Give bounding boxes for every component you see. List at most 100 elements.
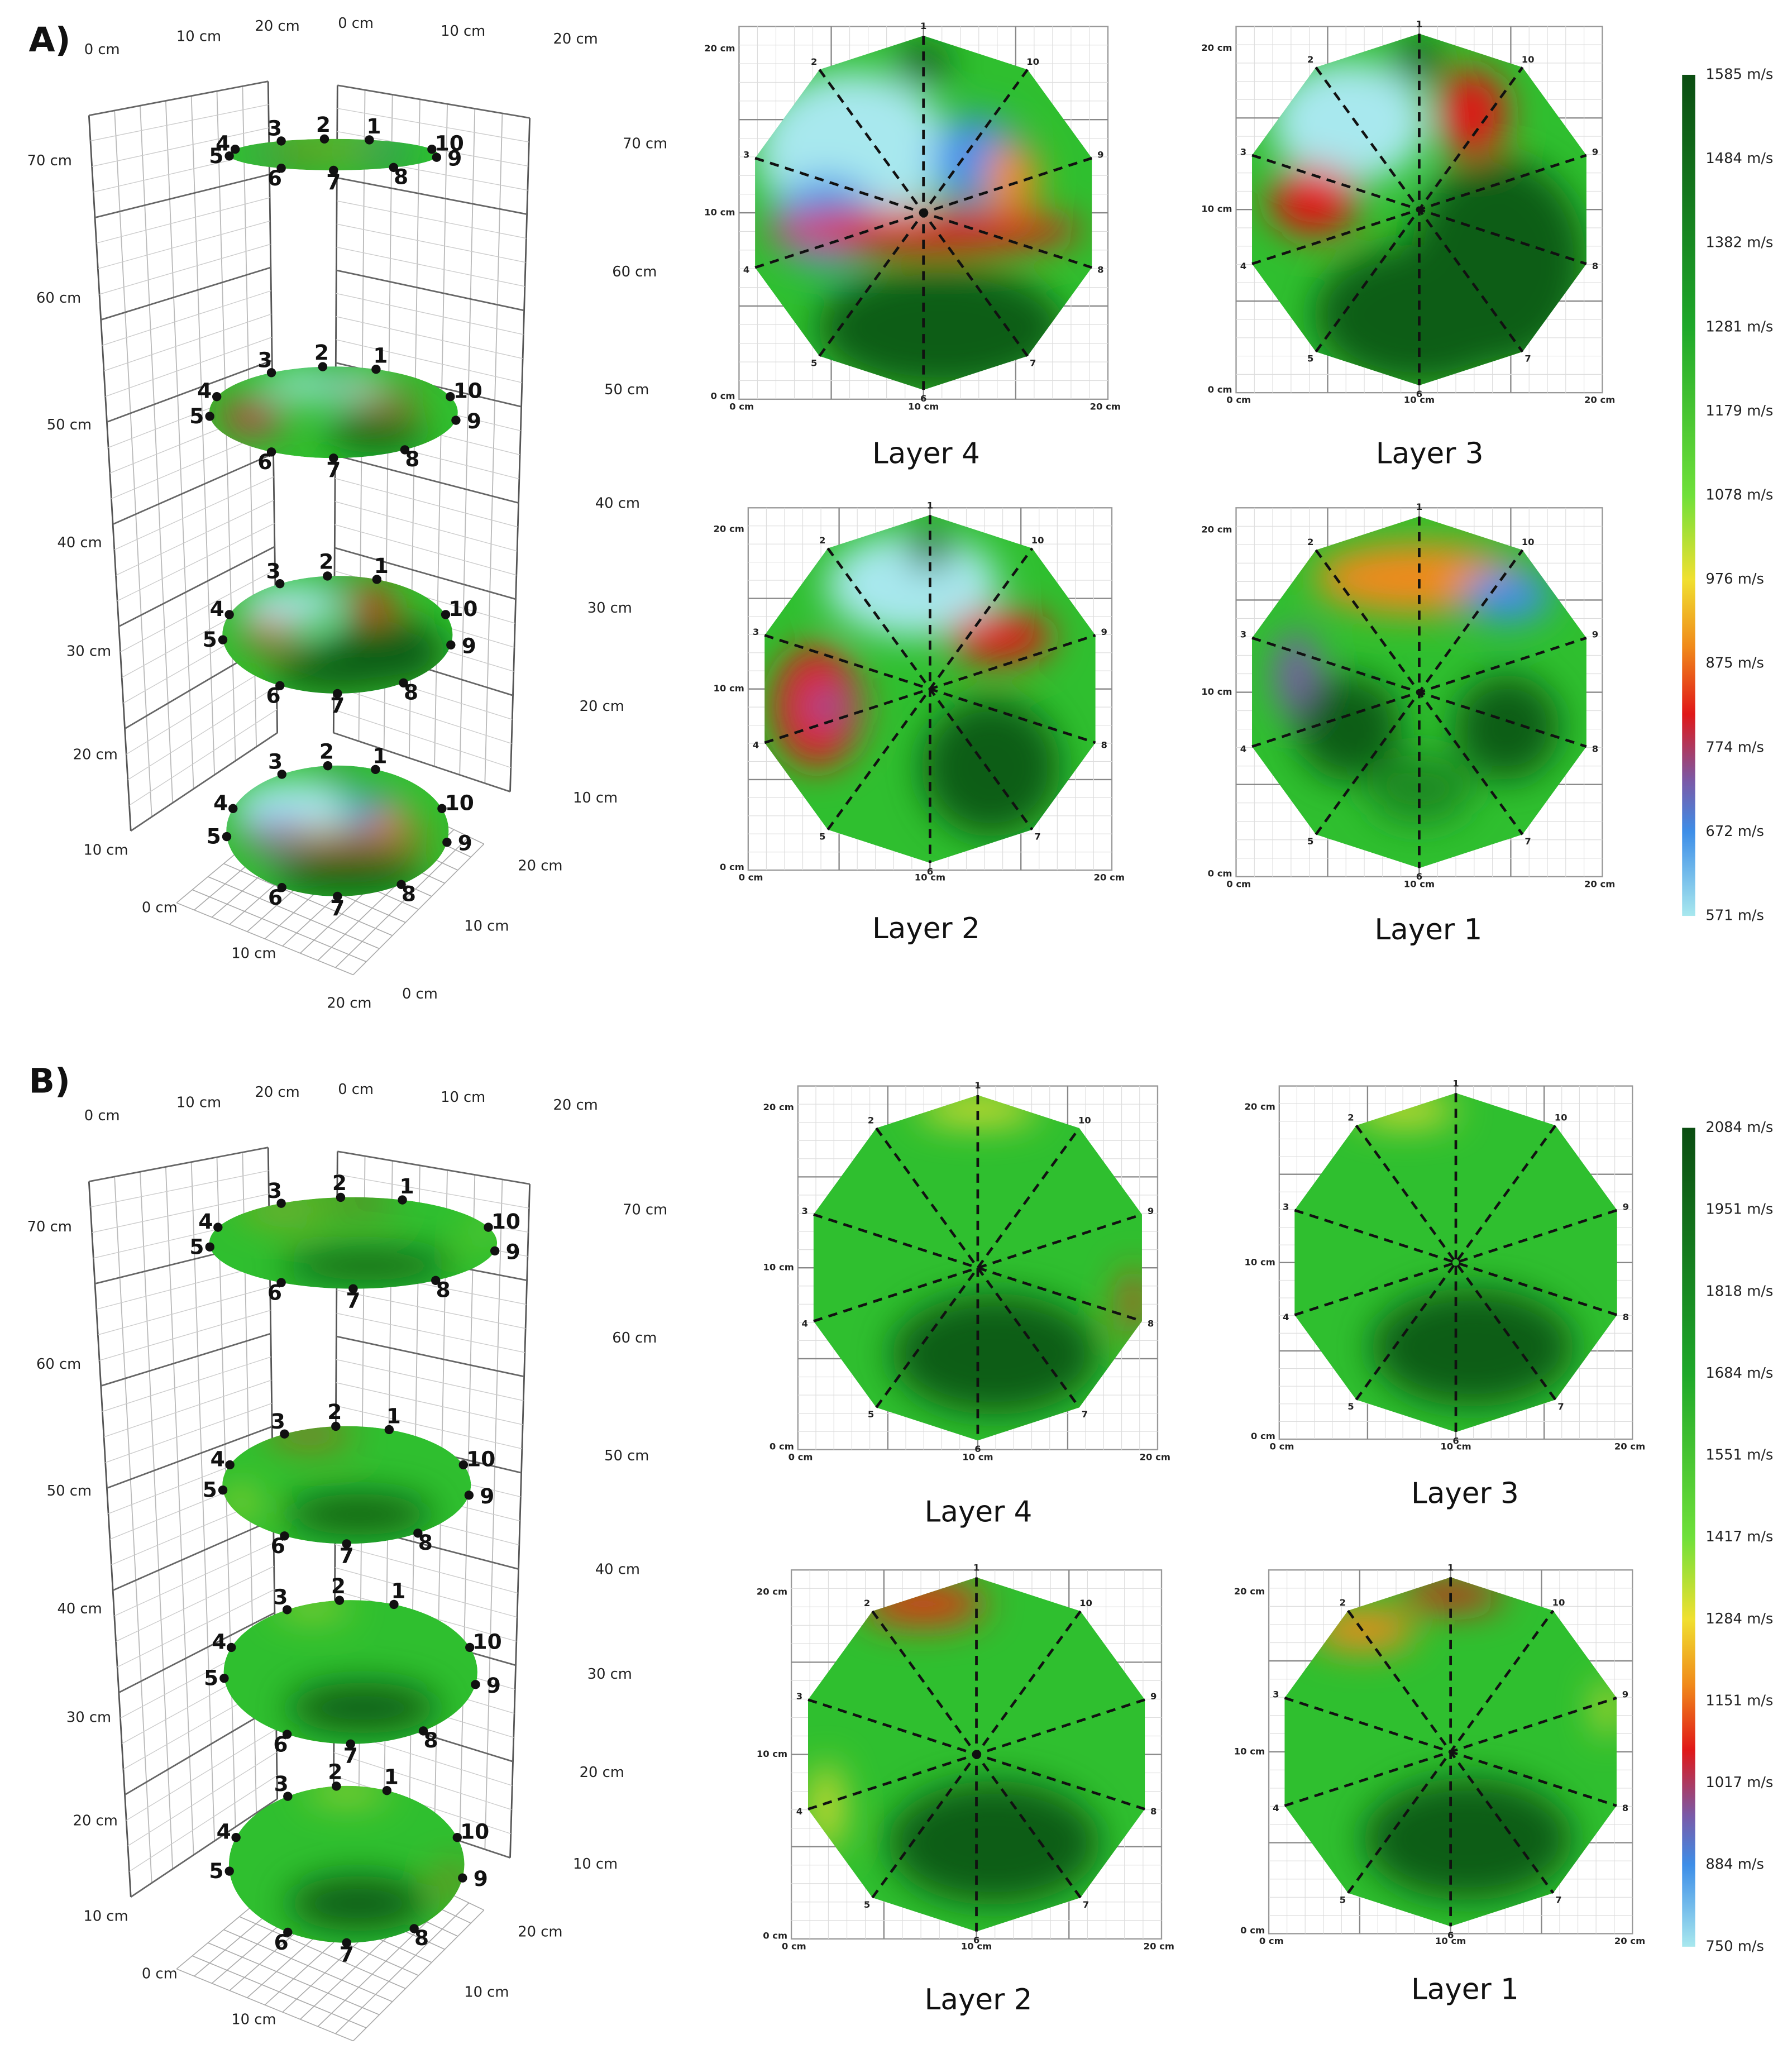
height-label: 60 cm (612, 1330, 657, 1346)
tomo-sensor: 5 (1307, 836, 1313, 847)
tomo-axis: 20 cm (1584, 878, 1615, 889)
wall-grid (129, 709, 278, 806)
layer-title: Layer 1 (1374, 913, 1482, 947)
tomo-sensor: 1 (1452, 1078, 1459, 1088)
disc-blob (346, 391, 421, 405)
axis-label: 10 cm (464, 1984, 509, 2000)
tomo-axis: 10 cm (1234, 1746, 1265, 1756)
wall-grid (127, 686, 277, 780)
sensor-label: 8 (423, 1728, 438, 1752)
tomo-blob (1313, 245, 1525, 386)
tomo-axis: 0 cm (711, 391, 735, 402)
wall-grid (337, 1150, 530, 1185)
wall-grid (334, 501, 518, 552)
sensor-label: 10 (445, 790, 474, 815)
sensor-label: 10 (491, 1209, 520, 1234)
tomo-ray (818, 69, 1029, 357)
sensor-label: 2 (316, 112, 331, 137)
wall-grid (334, 477, 518, 528)
sensor-dot (382, 1786, 392, 1795)
tomo-sensor: 9 (1622, 1689, 1628, 1700)
tomo-sensor: 1 (974, 1080, 981, 1091)
tomo-ray (1315, 66, 1524, 353)
tomo-axis: 10 cm (714, 683, 744, 694)
sensor-dot (441, 610, 451, 619)
tomo-sensor: 10 (1078, 1115, 1091, 1125)
tomo-sensor: 6 (927, 866, 933, 877)
height-label: 40 cm (595, 495, 640, 512)
tomo-axis: 10 cm (915, 872, 945, 883)
colorbar (1682, 74, 1695, 916)
layer-title: Layer 3 (1376, 437, 1484, 471)
sensor-label: 9 (458, 831, 472, 856)
tomo-axis: 0 cm (1226, 878, 1251, 889)
tomo-sensor: 8 (1622, 1803, 1628, 1813)
sensor-label: 3 (266, 558, 281, 583)
tomo-axis: 0 cm (1208, 384, 1232, 395)
sensor-dot (228, 804, 238, 813)
tomo-ray (813, 1213, 1143, 1322)
sensor-label: 8 (436, 1278, 451, 1302)
sensor-label: 6 (273, 1732, 288, 1756)
height-label: 50 cm (604, 381, 649, 398)
tomo-sensor: 7 (1525, 354, 1531, 364)
wall-grid (116, 499, 275, 576)
layer-title: Layer 4 (872, 437, 980, 471)
wall-grid (336, 1382, 523, 1425)
disc (226, 765, 449, 896)
wall-grid (103, 1379, 272, 1437)
wall-grid (112, 1518, 274, 1592)
tomo-sensor: 7 (1034, 831, 1040, 842)
axis-label: 20 cm (518, 1924, 562, 1941)
sensor-dot (323, 761, 333, 771)
sensor-dot (399, 678, 408, 688)
disc-blob (305, 1785, 388, 1799)
tomo-axis: 10 cm (1245, 1257, 1275, 1267)
tomo-axis: 10 cm (757, 1749, 787, 1759)
sensor-dot (389, 1599, 399, 1609)
sensor-label: 5 (207, 824, 221, 849)
height-label: 20 cm (580, 698, 624, 715)
tomo-axis: 0 cm (1251, 1431, 1275, 1441)
wall-grid (336, 1359, 524, 1401)
wall-grid (116, 1565, 275, 1642)
sensor-dot (342, 1539, 351, 1549)
sensor-label: 6 (268, 885, 283, 910)
wall-grid (99, 243, 271, 295)
sensor-dot (372, 575, 382, 584)
height-label: 70 cm (27, 152, 72, 169)
tomo-sensor: 8 (1592, 743, 1598, 754)
sensor-label: 6 (271, 1534, 285, 1558)
tomo-blob (1436, 69, 1507, 157)
sensor-dot (451, 415, 461, 425)
sensor-label: 7 (326, 170, 341, 194)
sensor-label: 10 (473, 1629, 502, 1654)
height-label: 50 cm (47, 1483, 92, 1499)
floor-grid (352, 843, 485, 976)
tomo-sensor: 4 (1240, 261, 1246, 271)
sensor-dot (323, 571, 332, 581)
sensor-label: 8 (405, 447, 419, 471)
wall-grid (114, 1542, 274, 1617)
axis-label: 10 cm (464, 918, 509, 934)
tomo-axis: 0 cm (720, 862, 744, 872)
tomo-sensor: 7 (1082, 1409, 1088, 1420)
tomo-blob (1597, 1682, 1617, 1735)
tomo-sensor: 8 (1623, 1312, 1629, 1322)
tomo-blob (808, 685, 843, 728)
tomo-axis: 10 cm (1440, 1441, 1471, 1452)
axis-label: 20 cm (553, 1097, 598, 1114)
axis-label: 0 cm (142, 900, 178, 916)
axis-label: 20 cm (255, 1084, 299, 1101)
tomo-sensor: 1 (1447, 1562, 1454, 1573)
height-label: 30 cm (587, 600, 632, 617)
tomo-blob (891, 1293, 1099, 1415)
sensor-label: 3 (271, 1409, 285, 1434)
wall-grid (129, 1775, 278, 1872)
disc-blob (240, 620, 298, 644)
wall-grid (334, 1544, 518, 1594)
height-label: 70 cm (623, 136, 667, 152)
tomo-blob (1269, 165, 1358, 236)
wall-grid (124, 1705, 276, 1796)
